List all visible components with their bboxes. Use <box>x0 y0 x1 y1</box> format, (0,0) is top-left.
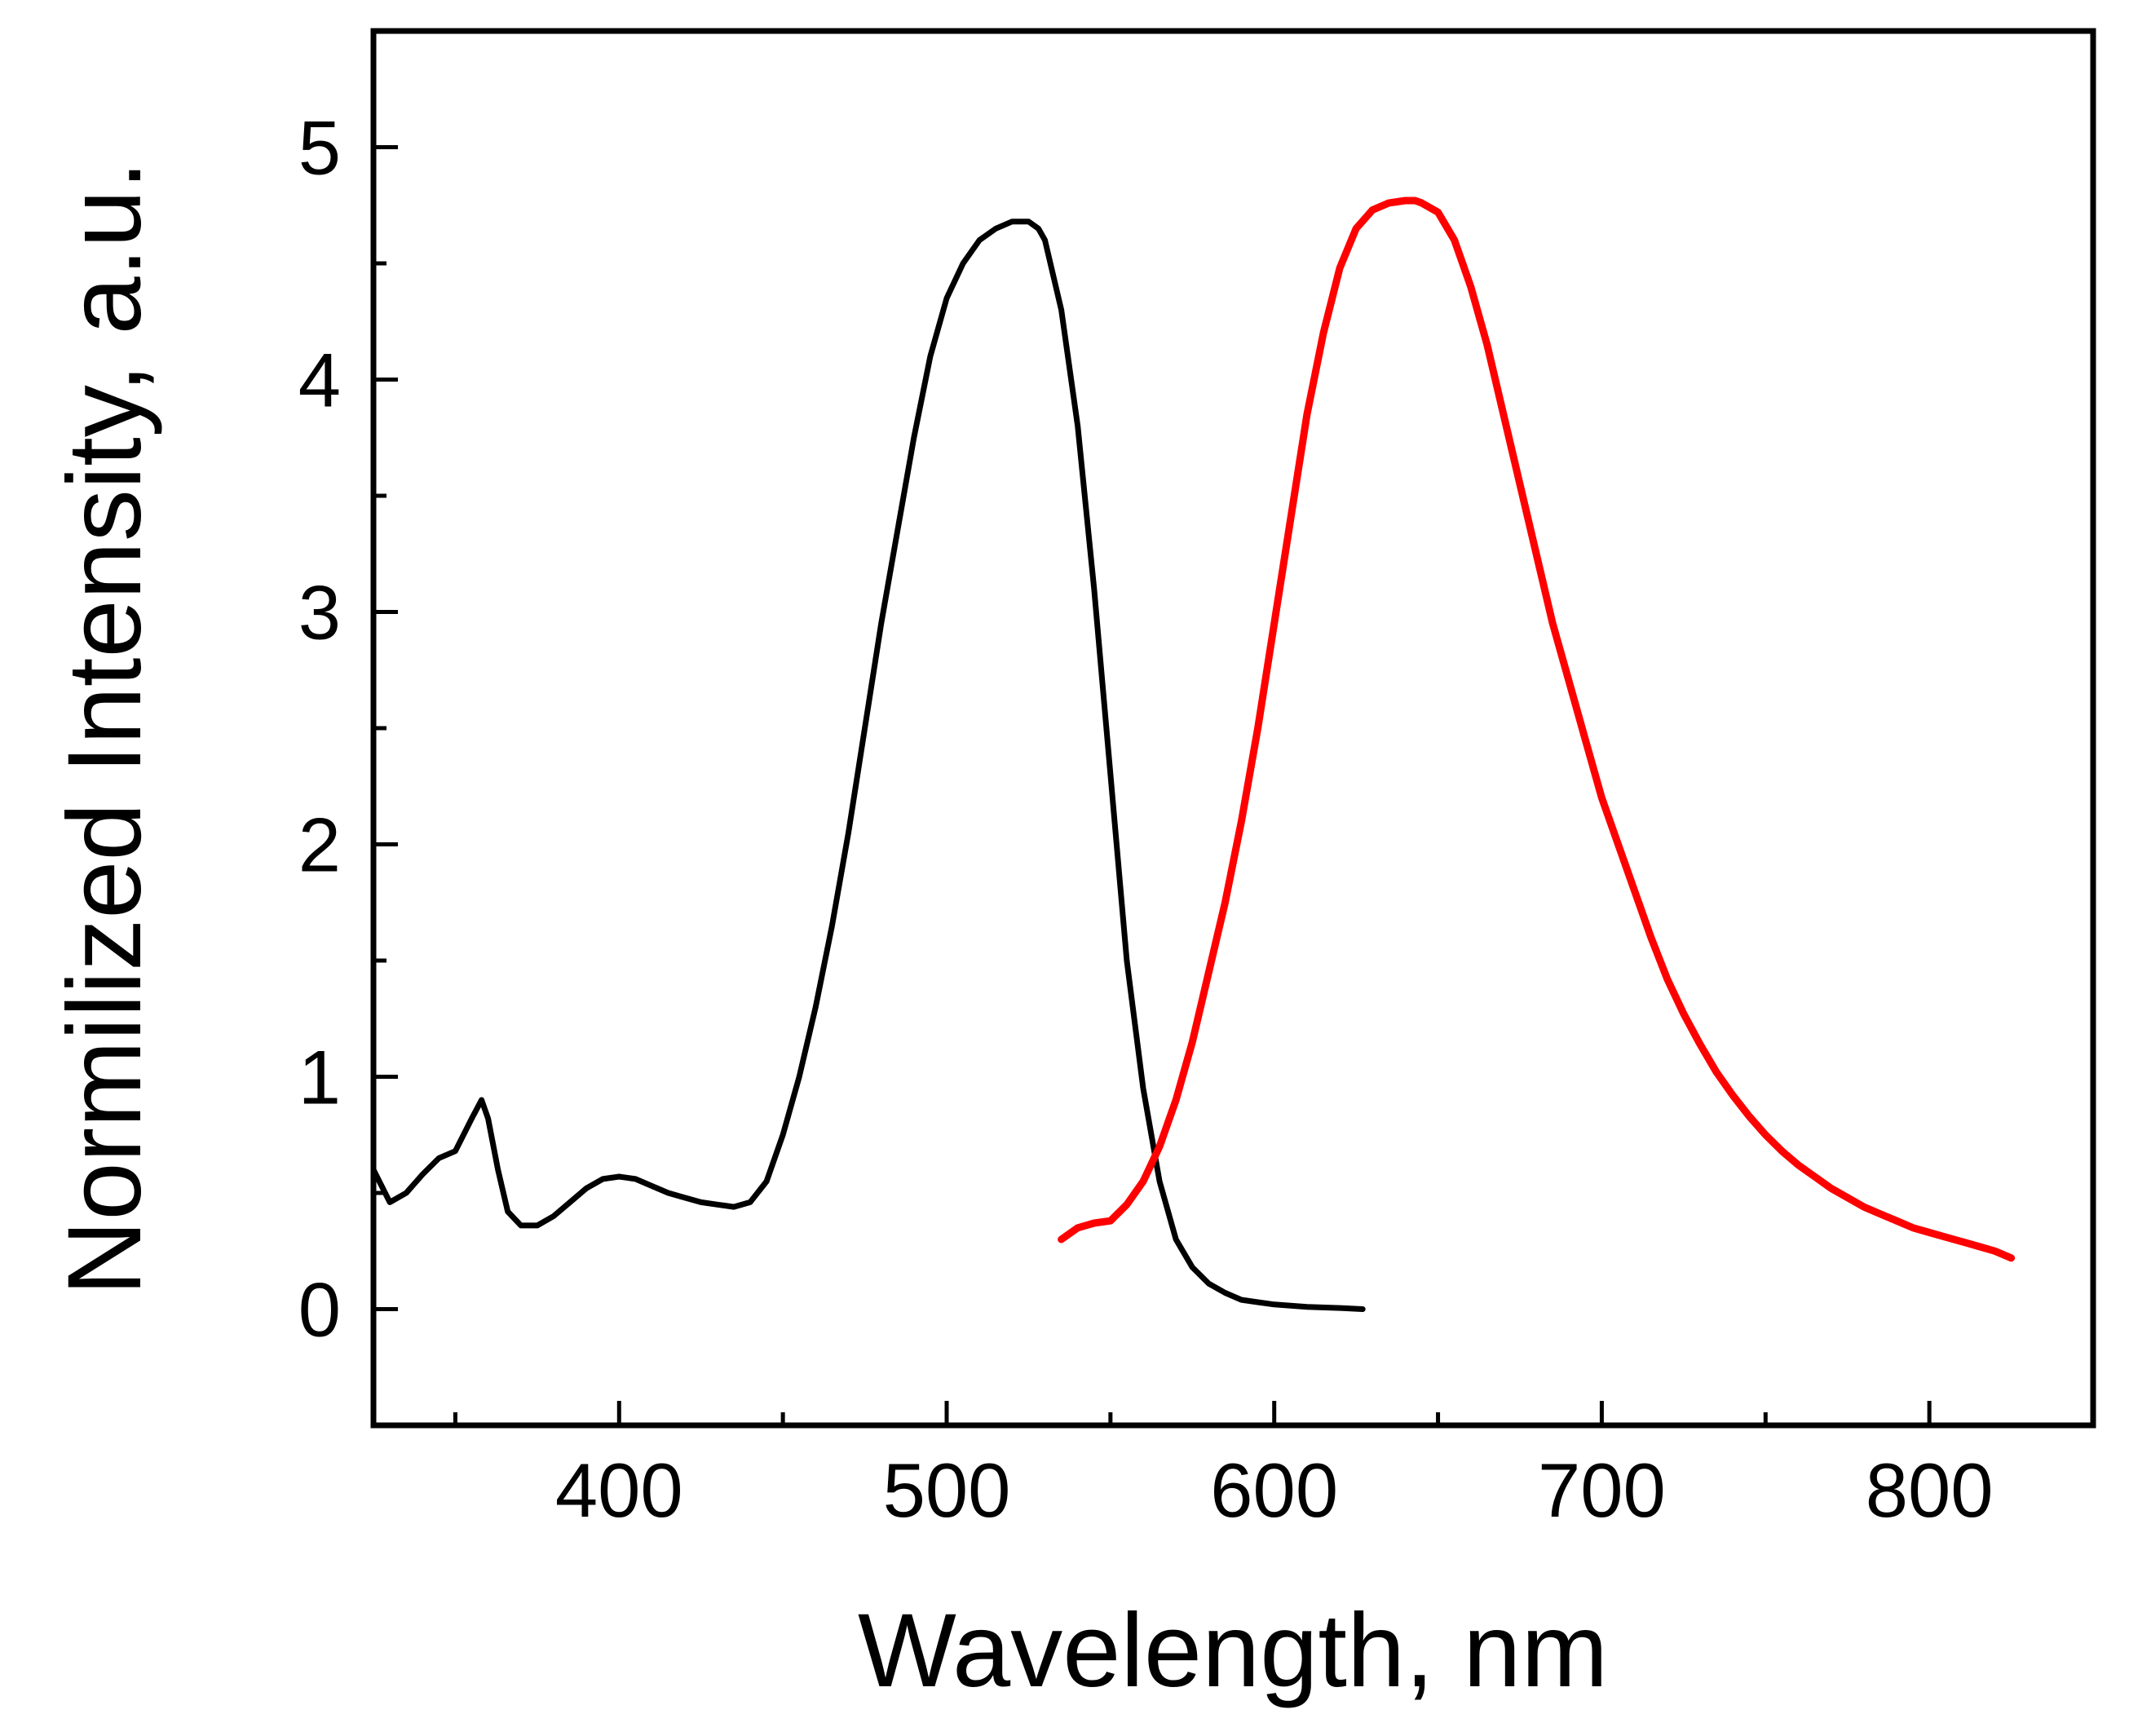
x-tick-label: 700 <box>1538 1447 1666 1533</box>
y-tick-label: 2 <box>298 802 341 888</box>
y-tick-label: 1 <box>298 1035 341 1120</box>
series-layer <box>370 197 2016 1312</box>
series-line-absorption <box>370 219 1366 1312</box>
y-tick-label: 3 <box>298 570 341 656</box>
plot-frame <box>370 28 2096 1429</box>
x-tick-label: 500 <box>883 1447 1011 1533</box>
x-tick-label: 800 <box>1866 1447 1994 1533</box>
series-line-emission <box>1058 197 2016 1262</box>
y-tick-label: 4 <box>298 338 341 423</box>
x-axis-title: Wavelength, nm <box>858 1592 1608 1709</box>
tick-layer: 400 500 600 700 800 0 1 2 3 4 5 <box>298 29 2096 1533</box>
x-tick-label: 600 <box>1210 1447 1338 1533</box>
y-tick-label: 5 <box>298 105 341 191</box>
y-axis-title: Normilized Intensity, a.u. <box>46 161 163 1296</box>
x-tick-label: 400 <box>555 1447 683 1533</box>
y-tick-label: 0 <box>298 1267 341 1353</box>
